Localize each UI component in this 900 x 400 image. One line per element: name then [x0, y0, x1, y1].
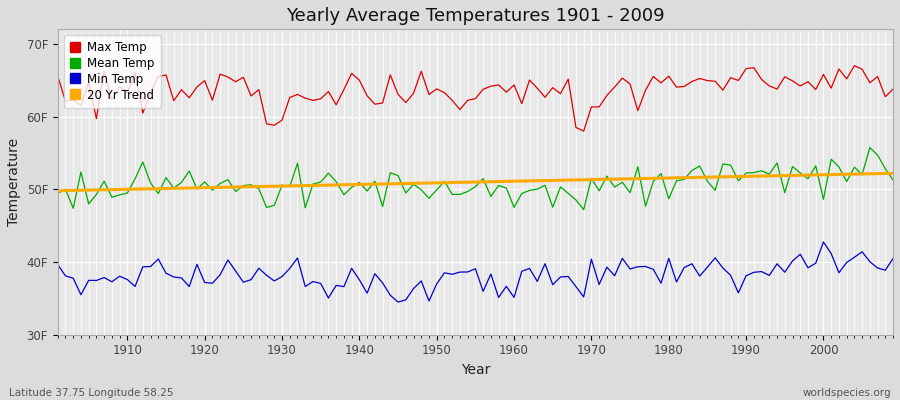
- Mean Temp: [609, 185, 620, 190]
- Y-axis label: Temperature: Temperature: [7, 138, 21, 226]
- Max Temp: [52, 74, 63, 78]
- 20 Yr Trend: [508, 179, 519, 184]
- Min Temp: [114, 274, 125, 279]
- Text: Latitude 37.75 Longitude 58.25: Latitude 37.75 Longitude 58.25: [9, 388, 174, 398]
- Min Temp: [887, 256, 898, 261]
- Line: Min Temp: Min Temp: [58, 242, 893, 302]
- 20 Yr Trend: [601, 177, 612, 182]
- Min Temp: [284, 266, 295, 271]
- 20 Yr Trend: [331, 182, 342, 187]
- 20 Yr Trend: [501, 179, 512, 184]
- Mean Temp: [52, 191, 63, 196]
- Max Temp: [508, 82, 519, 87]
- Mean Temp: [284, 184, 295, 189]
- 20 Yr Trend: [284, 184, 295, 188]
- Line: Mean Temp: Mean Temp: [58, 148, 893, 210]
- Min Temp: [517, 269, 527, 274]
- Mean Temp: [887, 178, 898, 182]
- Max Temp: [501, 90, 512, 94]
- 20 Yr Trend: [887, 171, 898, 176]
- X-axis label: Year: Year: [461, 363, 491, 377]
- 20 Yr Trend: [114, 187, 125, 192]
- Mean Temp: [114, 192, 125, 197]
- Mean Temp: [579, 207, 590, 212]
- Text: worldspecies.org: worldspecies.org: [803, 388, 891, 398]
- Min Temp: [392, 300, 403, 304]
- Mean Temp: [508, 205, 519, 210]
- Min Temp: [52, 262, 63, 267]
- 20 Yr Trend: [52, 188, 63, 193]
- Line: 20 Yr Trend: 20 Yr Trend: [58, 173, 893, 191]
- Max Temp: [331, 102, 342, 107]
- Max Temp: [284, 95, 295, 100]
- Min Temp: [331, 283, 342, 288]
- Max Temp: [609, 85, 620, 90]
- Max Temp: [579, 129, 590, 134]
- Min Temp: [508, 295, 519, 300]
- Mean Temp: [501, 186, 512, 190]
- Max Temp: [114, 84, 125, 89]
- Title: Yearly Average Temperatures 1901 - 2009: Yearly Average Temperatures 1901 - 2009: [286, 7, 665, 25]
- Mean Temp: [865, 145, 876, 150]
- Max Temp: [887, 87, 898, 92]
- Min Temp: [818, 240, 829, 244]
- Max Temp: [849, 63, 859, 68]
- Legend: Max Temp, Mean Temp, Min Temp, 20 Yr Trend: Max Temp, Mean Temp, Min Temp, 20 Yr Tre…: [64, 35, 160, 108]
- Min Temp: [609, 273, 620, 278]
- Mean Temp: [331, 179, 342, 184]
- Line: Max Temp: Max Temp: [58, 66, 893, 131]
